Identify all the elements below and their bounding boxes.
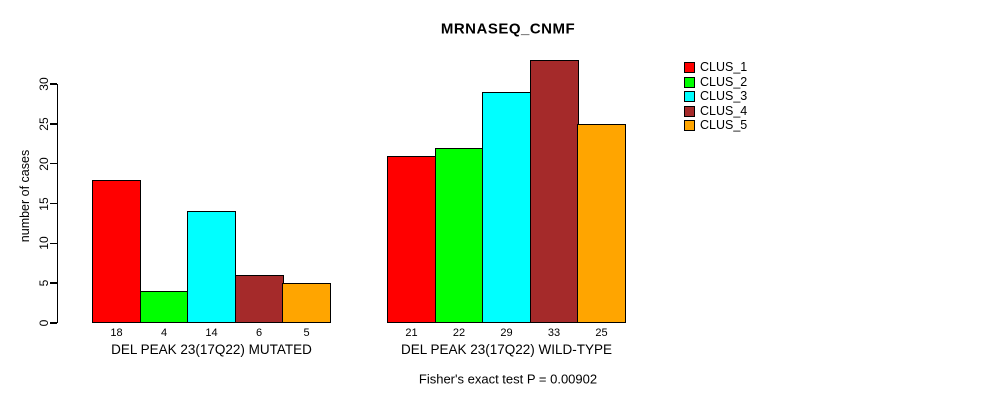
bar [482, 91, 531, 323]
y-tick [49, 202, 57, 205]
legend-label: CLUS_5 [700, 118, 748, 132]
y-tick [49, 83, 57, 85]
annotation-text: Fisher's exact test P = 0.00902 [418, 371, 598, 387]
legend-swatch [684, 91, 695, 102]
bar [139, 291, 189, 323]
bar [92, 179, 141, 323]
y-tick-label: 15 [37, 196, 51, 211]
bar-value-label: 22 [452, 327, 466, 339]
bar [234, 275, 284, 323]
bar-value-label: 33 [547, 327, 561, 339]
bar-value-label: 21 [405, 327, 418, 339]
legend-item: CLUS_3 [684, 90, 747, 103]
legend-swatch [684, 76, 695, 88]
y-tick-label: 25 [37, 117, 51, 131]
y-tick-label: 20 [37, 156, 51, 171]
y-tick [49, 242, 57, 245]
y-tick [49, 123, 57, 125]
y-tick-label: 30 [37, 77, 51, 91]
bar [434, 147, 484, 323]
bar [529, 60, 579, 323]
legend-swatch [684, 105, 695, 117]
legend-item: CLUS_5 [684, 119, 747, 132]
legend-label: CLUS_1 [700, 60, 748, 74]
bar-value-label: 25 [595, 327, 608, 339]
bar [282, 283, 331, 323]
y-tick-label: 5 [37, 279, 51, 287]
bar-value-label: 14 [205, 327, 218, 339]
y-tick [49, 322, 57, 324]
y-axis [56, 84, 58, 323]
y-tick-label: 0 [37, 319, 51, 327]
legend-label: CLUS_4 [700, 103, 748, 118]
y-tick [49, 282, 57, 284]
bar [387, 155, 436, 323]
legend-swatch [684, 120, 695, 131]
legend-item: CLUS_4 [684, 103, 748, 118]
x-axis-group-label: DEL PEAK 23(17Q22) WILD-TYPE [400, 342, 613, 357]
bar [577, 123, 626, 323]
bar-value-label: 29 [500, 327, 513, 339]
legend-label: CLUS_2 [700, 74, 748, 89]
x-axis-group-label: DEL PEAK 23(17Q22) MUTATED [111, 342, 312, 357]
bar-value-label: 18 [110, 327, 123, 339]
bar-value-label: 5 [303, 327, 310, 339]
legend-item: CLUS_1 [684, 61, 747, 74]
legend-item: CLUS_2 [684, 74, 748, 89]
y-axis-label: number of cases [18, 149, 32, 243]
bar-value-label: 4 [160, 327, 168, 339]
y-tick-label: 10 [37, 236, 51, 251]
legend-swatch [684, 62, 695, 73]
y-tick [49, 162, 57, 165]
legend-label: CLUS_3 [700, 89, 748, 103]
bar [187, 211, 236, 323]
bar-value-label: 6 [255, 327, 263, 339]
chart-title: MRNASEQ_CNMF [440, 20, 576, 38]
